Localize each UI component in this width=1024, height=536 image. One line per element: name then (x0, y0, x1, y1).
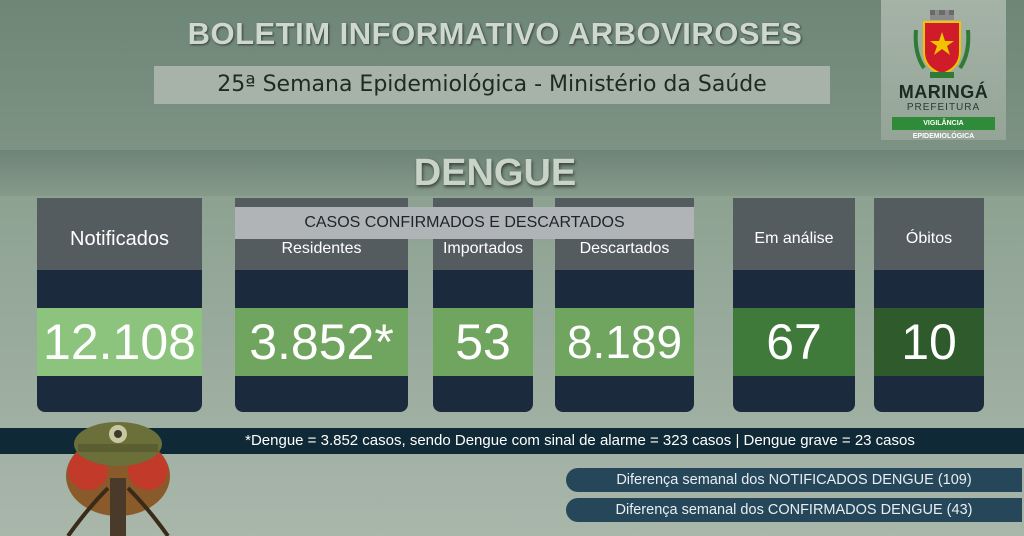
card-label: Notificados (37, 198, 202, 270)
card-label: Óbitos (874, 198, 984, 270)
group-header: CASOS CONFIRMADOS E DESCARTADOS (235, 207, 694, 239)
page-title: BOLETIM INFORMATIVO ARBOVIROSES (187, 16, 803, 51)
weekly-diff-confirmados: Diferença semanal dos CONFIRMADOS DENGUE… (566, 498, 1022, 522)
subtitle-box (154, 66, 830, 104)
card-obitos: Óbitos 10 (874, 198, 984, 412)
page-subtitle: 25ª Semana Epidemiológica - Ministério d… (217, 72, 767, 97)
card-value: 8.189 (555, 308, 694, 376)
weekly-diff-notificados: Diferença semanal dos NOTIFICADOS DENGUE… (566, 468, 1022, 492)
mosquito-mascot-icon (66, 422, 170, 536)
section-band (0, 150, 1024, 196)
note-bar (0, 428, 1024, 454)
section-title: DENGUE (413, 152, 577, 194)
footnote: *Dengue = 3.852 casos, sendo Dengue com … (245, 432, 915, 449)
card-value: 12.108 (37, 308, 202, 376)
logo-subtitle: PREFEITURA (906, 102, 981, 113)
card-value: 67 (733, 308, 855, 376)
card-notificados: Notificados 12.108 (37, 198, 202, 412)
card-em-analise: Em análise 67 (733, 198, 855, 412)
card-value: 53 (433, 308, 533, 376)
card-label: Em análise (733, 198, 855, 270)
city-crest-icon (913, 10, 971, 78)
card-value: 10 (874, 308, 984, 376)
logo-tag: VIGILÂNCIA EPIDEMIOLÓGICA (892, 117, 995, 140)
logo-name: MARINGÁ (898, 82, 989, 102)
card-value: 3.852* (235, 308, 408, 376)
